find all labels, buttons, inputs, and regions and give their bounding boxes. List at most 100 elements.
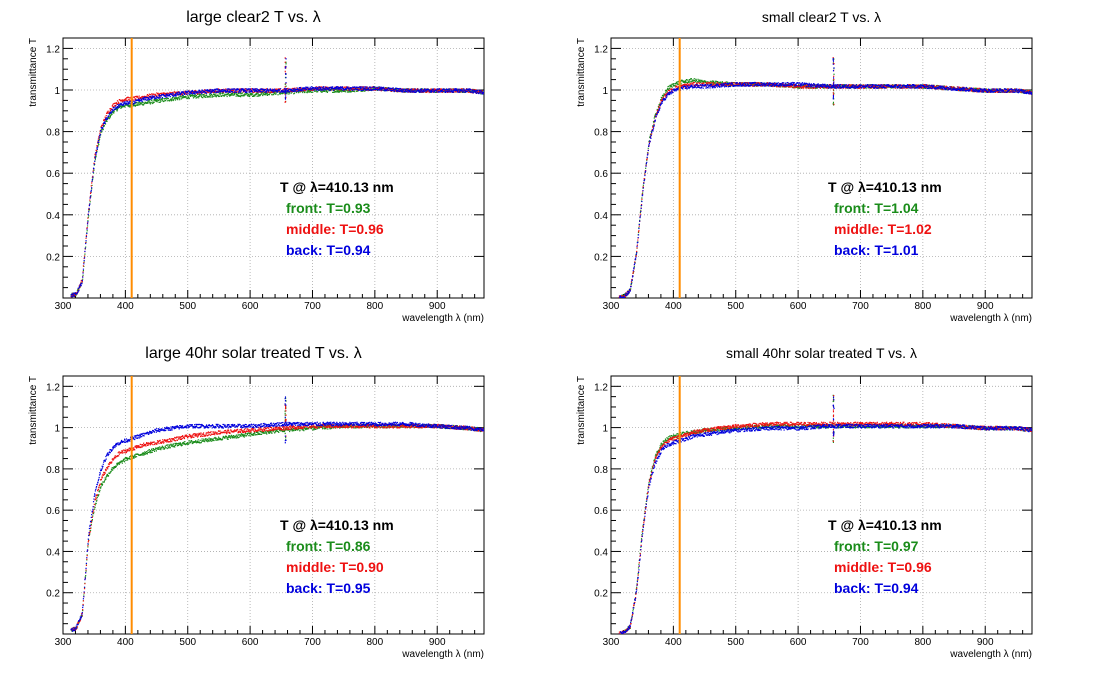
x-tick-label: 900	[429, 301, 446, 312]
series-back	[618, 58, 1032, 298]
series-spike-front	[832, 58, 835, 106]
x-tick-label: 600	[242, 301, 259, 312]
y-tick-label: 1.2	[46, 44, 60, 55]
y-tick-label: 0.6	[594, 169, 608, 180]
y-tick-label: 0.8	[46, 465, 60, 476]
annotation-header: T @ λ=410.13 nm	[828, 179, 942, 195]
annotation-middle: middle: T=1.02	[834, 221, 932, 237]
y-tick-label: 1	[602, 424, 608, 435]
x-tick-label: 700	[304, 637, 321, 648]
series-back	[618, 396, 1032, 634]
chart-title: large clear2 T vs. λ	[186, 9, 321, 26]
y-axis-label: transmittance T	[28, 376, 39, 445]
x-tick-label: 400	[117, 637, 134, 648]
plot-frame	[610, 375, 1033, 635]
x-tick-label: 600	[790, 301, 807, 312]
y-tick-label: 0.2	[594, 252, 608, 263]
plot-frame	[62, 375, 485, 635]
chart-panel-2: small clear2 T vs. λ 300 400 500 600 700 800 90…	[576, 9, 1033, 324]
y-tick-label: 1	[54, 86, 60, 97]
y-tick-label: 0.2	[594, 589, 608, 600]
chart-panel-3: large 40hr solar treated T vs. λ 300 400 50…	[28, 345, 485, 660]
annotation-front: front: T=0.93	[286, 200, 371, 216]
y-axis-label: transmittance T	[28, 38, 39, 107]
x-tick-label: 500	[727, 637, 744, 648]
annotation-back: back: T=0.95	[286, 580, 371, 596]
x-tick-label: 400	[665, 637, 682, 648]
series-spike-back	[284, 58, 287, 100]
annotation-header: T @ λ=410.13 nm	[280, 517, 394, 533]
y-tick-label: 0.4	[594, 211, 608, 222]
series-spike-middle	[284, 404, 287, 437]
y-tick-label: 0.4	[46, 211, 60, 222]
y-tick-label: 0.4	[46, 547, 60, 558]
x-axis-label: wavelength λ (nm)	[401, 313, 484, 324]
series-front	[618, 58, 1032, 298]
x-tick-label: 900	[977, 301, 994, 312]
chart-title: small clear2 T vs. λ	[762, 9, 881, 25]
y-tick-label: 0.8	[594, 128, 608, 139]
y-tick-label: 0.8	[594, 465, 608, 476]
y-tick-label: 1	[54, 424, 60, 435]
x-tick-label: 600	[790, 637, 807, 648]
y-tick-label: 0.8	[46, 128, 60, 139]
annotation-middle: middle: T=0.90	[286, 559, 384, 575]
series-back	[70, 396, 484, 632]
x-axis-label: wavelength λ (nm)	[949, 649, 1032, 660]
x-tick-label: 300	[55, 301, 72, 312]
series-front	[618, 394, 1032, 634]
chart-panel-1: large clear2 T vs. λ 300 400 500 600 700 800 90…	[28, 9, 485, 324]
x-tick-label: 900	[977, 637, 994, 648]
annotation-middle: middle: T=0.96	[834, 559, 932, 575]
x-tick-label: 900	[429, 637, 446, 648]
series-middle	[618, 57, 1032, 298]
x-tick-label: 800	[915, 637, 932, 648]
x-tick-label: 700	[852, 637, 869, 648]
y-tick-label: 0.6	[594, 506, 608, 517]
x-axis-label: wavelength λ (nm)	[401, 649, 484, 660]
series-spike-middle	[832, 394, 835, 442]
x-tick-label: 800	[367, 301, 384, 312]
y-tick-label: 1.2	[594, 44, 608, 55]
chart-title: small 40hr solar treated T vs. λ	[726, 345, 917, 361]
x-tick-label: 300	[603, 301, 620, 312]
annotation-header: T @ λ=410.13 nm	[280, 179, 394, 195]
y-tick-label: 0.2	[46, 589, 60, 600]
chart-panel-4: small 40hr solar treated T vs. λ 300 400 50…	[576, 345, 1033, 660]
y-tick-label: 0.2	[46, 252, 60, 263]
series-middle	[618, 394, 1032, 634]
series-middle	[70, 404, 484, 632]
series-points-front	[618, 77, 1032, 298]
series-spike-front	[832, 394, 835, 443]
x-tick-label: 400	[117, 301, 134, 312]
series-points-middle	[618, 81, 1032, 298]
plot-frame	[62, 37, 485, 299]
x-tick-label: 400	[665, 301, 682, 312]
annotation-back: back: T=1.01	[834, 242, 919, 258]
x-tick-label: 300	[603, 637, 620, 648]
y-tick-label: 1	[602, 86, 608, 97]
annotation-front: front: T=0.97	[834, 538, 919, 554]
x-tick-label: 800	[367, 637, 384, 648]
annotation-back: back: T=0.94	[286, 242, 371, 258]
x-axis-label: wavelength λ (nm)	[949, 313, 1032, 324]
x-tick-label: 600	[242, 637, 259, 648]
x-tick-label: 500	[179, 301, 196, 312]
series-spike-middle	[832, 57, 835, 106]
y-tick-label: 1.2	[46, 382, 60, 393]
annotation-front: front: T=0.86	[286, 538, 371, 554]
chart-title: large 40hr solar treated T vs. λ	[145, 345, 361, 362]
x-tick-label: 300	[55, 637, 72, 648]
x-tick-label: 500	[179, 637, 196, 648]
annotation-middle: middle: T=0.96	[286, 221, 384, 237]
x-tick-label: 700	[852, 301, 869, 312]
annotation-back: back: T=0.94	[834, 580, 919, 596]
series-spike-back	[832, 58, 835, 100]
y-axis-label: transmittance T	[576, 38, 587, 107]
y-tick-label: 0.6	[46, 169, 60, 180]
series-back	[70, 58, 484, 298]
annotation-header: T @ λ=410.13 nm	[828, 517, 942, 533]
y-tick-label: 1.2	[594, 382, 608, 393]
y-axis-label: transmittance T	[576, 376, 587, 445]
